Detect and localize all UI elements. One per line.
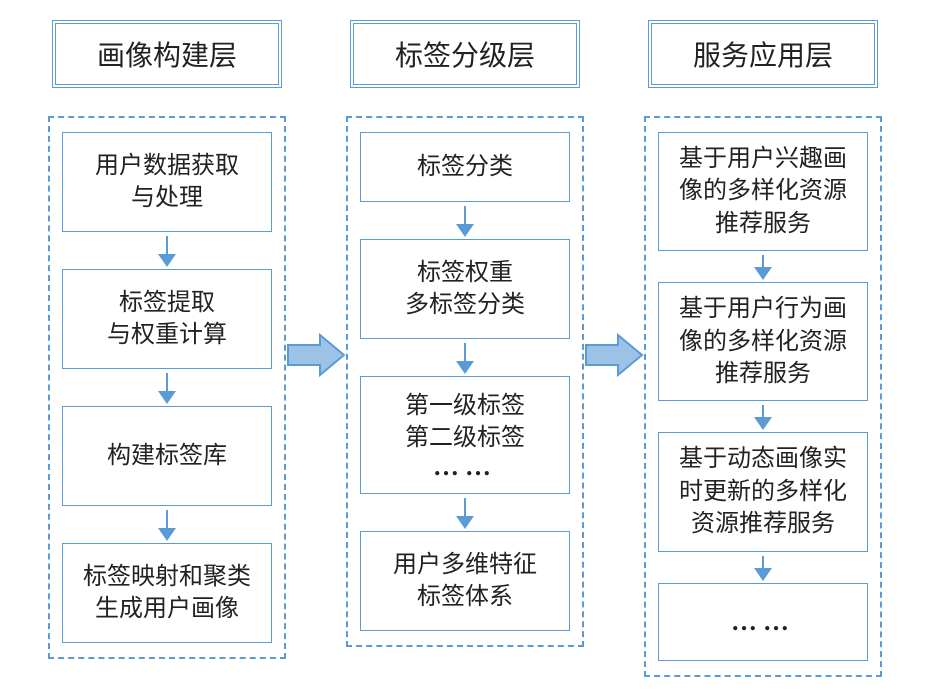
arrow-down-icon — [158, 510, 176, 541]
diagram-root: 画像构建层 用户数据获取 与处理 标签提取 与权重计算 构建标签库 标签映射和聚… — [48, 20, 882, 677]
node-line: 基于用户行为画 — [679, 293, 847, 325]
header-col3: 服务应用层 — [648, 20, 878, 88]
node-line: 推荐服务 — [715, 358, 811, 390]
node-line: 与权重计算 — [107, 319, 227, 351]
column-1: 画像构建层 用户数据获取 与处理 标签提取 与权重计算 构建标签库 标签映射和聚… — [48, 20, 286, 659]
node-c2n1: 标签分类 — [360, 132, 570, 202]
node-line: 构建标签库 — [107, 440, 227, 472]
big-arrow-1-wrap — [286, 20, 346, 600]
header-label: 服务应用层 — [693, 41, 833, 72]
node-line: 多标签分类 — [405, 289, 525, 321]
node-c3n4: …… — [658, 583, 868, 661]
arrow-down-icon — [754, 405, 772, 430]
node-line: 标签分类 — [417, 151, 513, 183]
arrow-down-icon — [456, 206, 474, 237]
node-line: 基于用户兴趣画 — [679, 143, 847, 175]
node-c2n4: 用户多维特征 标签体系 — [360, 531, 570, 631]
big-arrow-right-icon — [584, 333, 644, 377]
node-line: 第一级标签 — [405, 390, 525, 422]
node-c1n4: 标签映射和聚类 生成用户画像 — [62, 543, 272, 643]
node-c1n3: 构建标签库 — [62, 406, 272, 506]
node-line: 标签体系 — [417, 581, 513, 613]
header-col1: 画像构建层 — [52, 20, 282, 88]
node-c2n3: 第一级标签 第二级标签 …… — [360, 376, 570, 494]
node-line: 标签提取 — [119, 287, 215, 319]
arrow-down-icon — [456, 343, 474, 374]
node-c2n2: 标签权重 多标签分类 — [360, 239, 570, 339]
node-line: 资源推荐服务 — [691, 508, 835, 540]
arrow-down-icon — [158, 236, 176, 267]
node-c3n2: 基于用户行为画 像的多样化资源 推荐服务 — [658, 282, 868, 401]
node-line: 生成用户画像 — [95, 593, 239, 625]
container-col1: 用户数据获取 与处理 标签提取 与权重计算 构建标签库 标签映射和聚类 生成用户… — [48, 116, 286, 659]
node-c3n1: 基于用户兴趣画 像的多样化资源 推荐服务 — [658, 132, 868, 251]
node-c1n1: 用户数据获取 与处理 — [62, 132, 272, 232]
header-col2: 标签分级层 — [350, 20, 580, 88]
container-col3: 基于用户兴趣画 像的多样化资源 推荐服务 基于用户行为画 像的多样化资源 推荐服… — [644, 116, 882, 677]
node-line: 标签映射和聚类 — [83, 561, 251, 593]
arrow-down-icon — [754, 556, 772, 581]
node-line: 标签权重 — [417, 257, 513, 289]
node-line: 时更新的多样化 — [679, 476, 847, 508]
arrow-down-icon — [456, 498, 474, 529]
node-line: 推荐服务 — [715, 208, 811, 240]
node-c3n3: 基于动态画像实 时更新的多样化 资源推荐服务 — [658, 432, 868, 551]
big-arrow-2-wrap — [584, 20, 644, 600]
arrow-down-icon — [158, 373, 176, 404]
container-col2: 标签分类 标签权重 多标签分类 第一级标签 第二级标签 …… 用户多维特征 标签… — [346, 116, 584, 647]
column-2: 标签分级层 标签分类 标签权重 多标签分类 第一级标签 第二级标签 …… 用户多… — [346, 20, 584, 647]
arrow-down-icon — [754, 255, 772, 280]
node-line: 像的多样化资源 — [679, 175, 847, 207]
node-line: 像的多样化资源 — [679, 326, 847, 358]
node-line: 用户数据获取 — [95, 150, 239, 182]
big-arrow-right-icon — [286, 333, 346, 377]
column-3: 服务应用层 基于用户兴趣画 像的多样化资源 推荐服务 基于用户行为画 像的多样化… — [644, 20, 882, 677]
node-line: 基于动态画像实 — [679, 443, 847, 475]
header-label: 画像构建层 — [97, 41, 237, 72]
header-label: 标签分级层 — [395, 41, 535, 72]
node-line: 与处理 — [131, 182, 203, 214]
node-line: …… — [433, 454, 497, 480]
node-line: …… — [731, 609, 795, 635]
node-line: 第二级标签 — [405, 422, 525, 454]
node-c1n2: 标签提取 与权重计算 — [62, 269, 272, 369]
node-line: 用户多维特征 — [393, 549, 537, 581]
